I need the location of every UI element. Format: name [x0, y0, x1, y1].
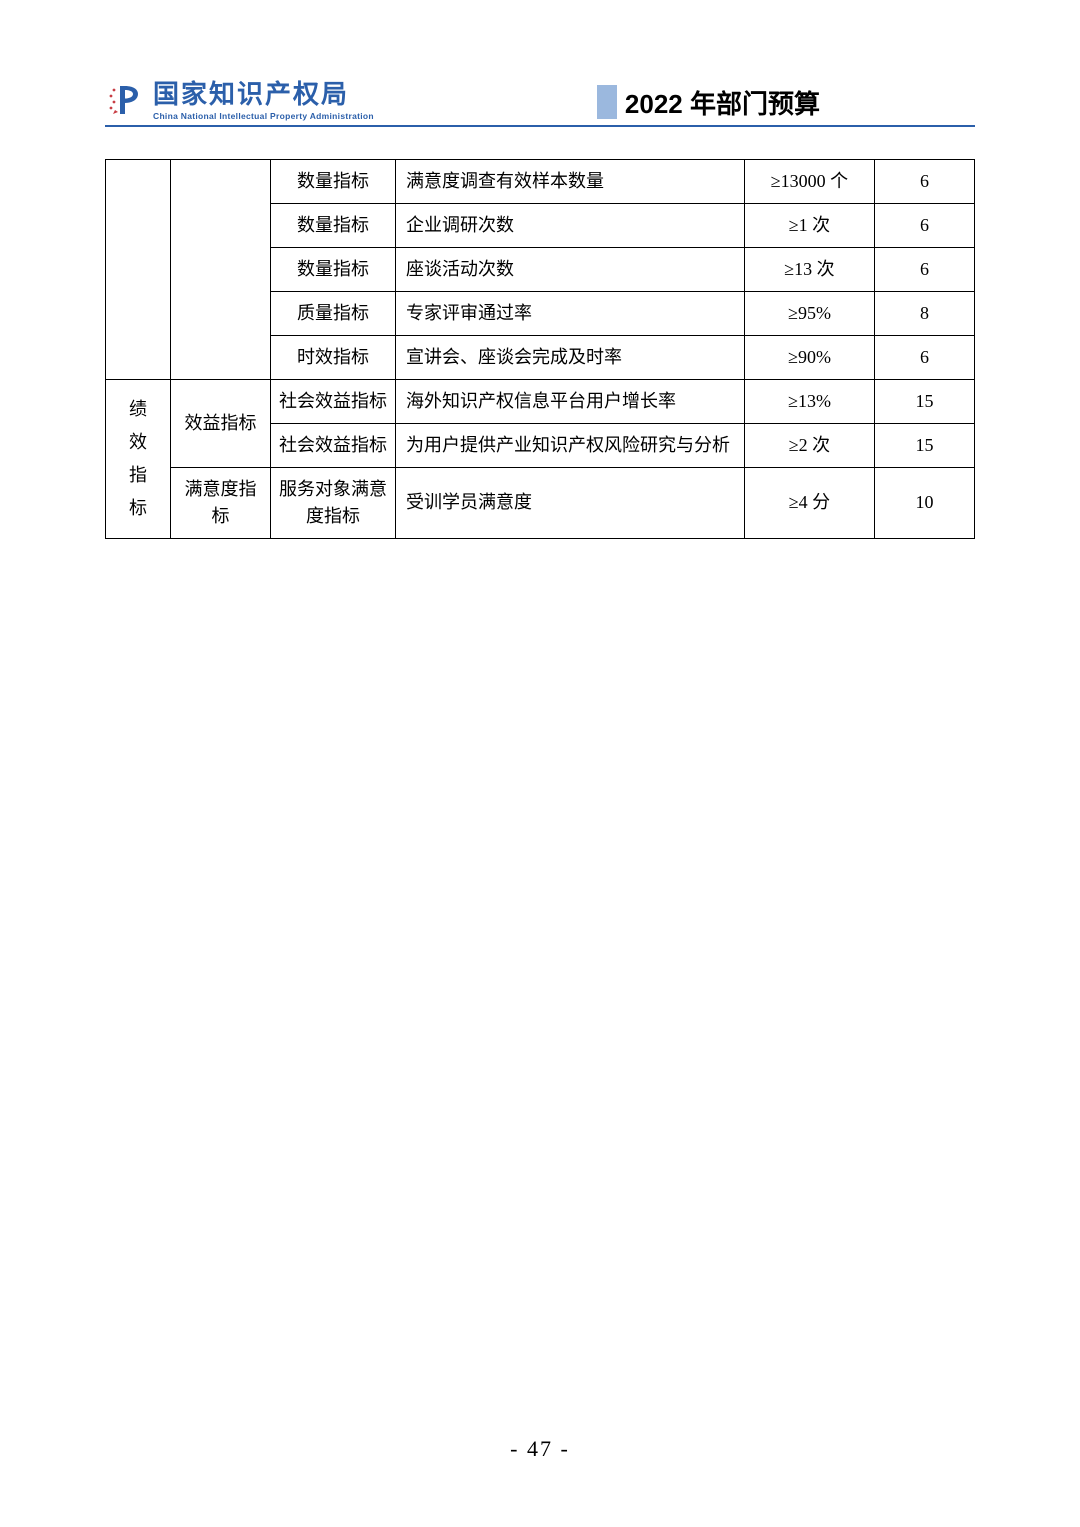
- table-row: 绩 效 指 标 效益指标 社会效益指标 海外知识产权信息平台用户增长率 ≥13%…: [106, 379, 975, 423]
- header-title-bar: [597, 85, 617, 119]
- cell-name: 专家评审通过率: [396, 291, 745, 335]
- cell-lv2-blank: [171, 159, 271, 379]
- cell-target: ≥95%: [745, 291, 875, 335]
- cell-score: 6: [875, 159, 975, 203]
- cell-lv2: 满意度指标: [171, 467, 271, 538]
- cell-target: ≥90%: [745, 335, 875, 379]
- cell-score: 6: [875, 247, 975, 291]
- indicator-table: 数量指标 满意度调查有效样本数量 ≥13000 个 6 数量指标 企业调研次数 …: [105, 159, 975, 539]
- cell-target: ≥4 分: [745, 467, 875, 538]
- logo-area: 国家知识产权局 China National Intellectual Prop…: [105, 80, 374, 121]
- header-title-wrap: 2022 年部门预算: [597, 84, 975, 121]
- cell-name: 企业调研次数: [396, 203, 745, 247]
- table-row: 满意度指标 服务对象满意度指标 受训学员满意度 ≥4 分 10: [106, 467, 975, 538]
- cell-name: 为用户提供产业知识产权风险研究与分析: [396, 423, 745, 467]
- page-number: - 47 -: [0, 1436, 1080, 1462]
- cell-lv3: 数量指标: [271, 159, 396, 203]
- logo-text-cn: 国家知识产权局: [153, 80, 374, 109]
- cell-score: 6: [875, 335, 975, 379]
- cell-score: 6: [875, 203, 975, 247]
- cell-score: 8: [875, 291, 975, 335]
- header-title: 2022 年部门预算: [625, 84, 975, 121]
- cell-name: 受训学员满意度: [396, 467, 745, 538]
- logo-text-en: China National Intellectual Property Adm…: [153, 111, 374, 121]
- cell-name: 宣讲会、座谈会完成及时率: [396, 335, 745, 379]
- cell-lv1: 绩 效 指 标: [106, 379, 171, 538]
- cell-lv2: 效益指标: [171, 379, 271, 467]
- cell-name: 满意度调查有效样本数量: [396, 159, 745, 203]
- cell-score: 10: [875, 467, 975, 538]
- cell-score: 15: [875, 379, 975, 423]
- cell-lv3: 数量指标: [271, 247, 396, 291]
- cell-lv3: 服务对象满意度指标: [271, 467, 396, 538]
- page-header: 国家知识产权局 China National Intellectual Prop…: [105, 80, 975, 127]
- logo-icon: [105, 80, 145, 120]
- cell-score: 15: [875, 423, 975, 467]
- cell-lv3: 社会效益指标: [271, 379, 396, 423]
- cell-target: ≥1 次: [745, 203, 875, 247]
- cell-target: ≥13 次: [745, 247, 875, 291]
- cell-lv3: 时效指标: [271, 335, 396, 379]
- table-row: 数量指标 满意度调查有效样本数量 ≥13000 个 6: [106, 159, 975, 203]
- cell-lv3: 数量指标: [271, 203, 396, 247]
- cell-lv3: 质量指标: [271, 291, 396, 335]
- cell-lv3: 社会效益指标: [271, 423, 396, 467]
- cell-target: ≥13000 个: [745, 159, 875, 203]
- cell-name: 海外知识产权信息平台用户增长率: [396, 379, 745, 423]
- cell-lv1-blank: [106, 159, 171, 379]
- cell-target: ≥13%: [745, 379, 875, 423]
- cell-name: 座谈活动次数: [396, 247, 745, 291]
- cell-target: ≥2 次: [745, 423, 875, 467]
